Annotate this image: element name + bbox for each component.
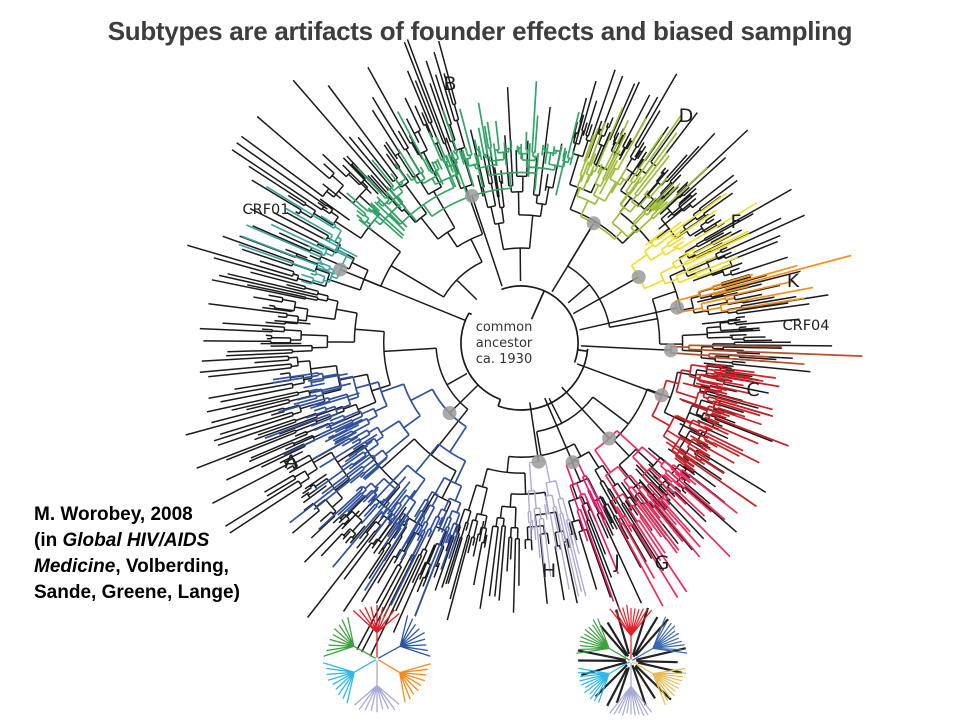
star-fan xyxy=(609,662,653,716)
center-label-line: common xyxy=(475,320,533,335)
clade-branches-h xyxy=(527,459,587,597)
founder-node-dot-b xyxy=(465,189,479,203)
clade-label-b: B xyxy=(443,73,457,95)
citation-segment: M. Worobey, 2008 xyxy=(34,504,193,525)
founder-node-dot-crf01 xyxy=(333,262,348,277)
star-tree-full xyxy=(576,604,688,716)
founder-node-dot-k xyxy=(670,300,685,315)
star-fan xyxy=(609,604,653,660)
clade-stem-c xyxy=(576,363,662,397)
clade-stems xyxy=(340,195,678,463)
citation: M. Worobey, 2008 (in Global HIV/AIDS Medic… xyxy=(34,502,240,606)
clade-branches-k xyxy=(674,254,852,314)
center-label-line: ancestor xyxy=(475,336,533,351)
slide-title: Subtypes are artifacts of founder effect… xyxy=(107,16,853,46)
clade-label-f: F xyxy=(730,211,742,233)
founder-node-dot-c xyxy=(654,388,669,403)
clade-label-c: C xyxy=(746,379,760,401)
clade-label-g: G xyxy=(654,552,670,574)
founder-node-dot-f xyxy=(631,270,646,284)
clade-branches-b xyxy=(346,81,580,240)
black-lineage-branches xyxy=(185,39,833,657)
star-fan xyxy=(377,659,431,703)
black-sector-branches xyxy=(187,39,484,301)
clade-stem-b xyxy=(471,195,503,287)
clade-stem-f xyxy=(572,276,640,315)
citation-segment-italic: Global HIV/AIDS xyxy=(62,530,210,551)
clade-branches-f xyxy=(630,192,758,290)
black-sector-branches xyxy=(185,271,469,657)
clade-label-a: A xyxy=(284,451,298,473)
clade-branches-j xyxy=(565,459,620,602)
citation-line: Sande, Greene, Lange) xyxy=(34,580,240,606)
star-fan xyxy=(632,661,687,706)
founder-node-dot-h xyxy=(531,454,546,469)
founder-node-dots xyxy=(333,189,685,470)
citation-segment: (in xyxy=(34,530,63,551)
tree-backbone xyxy=(460,285,589,411)
founder-node-dot-a xyxy=(442,406,457,420)
unsampled-lineage-lines xyxy=(577,607,686,707)
clade-branches-c xyxy=(651,363,789,508)
citation-line: (in Global HIV/AIDS xyxy=(34,528,240,554)
founder-node-dot-d xyxy=(586,216,601,231)
citation-segment: , Volberding, xyxy=(115,556,229,577)
clade-label-crf01: CRF01 xyxy=(242,202,290,218)
clade-branches-g xyxy=(594,430,738,607)
clade-label-k: K xyxy=(786,270,800,292)
star-fan xyxy=(576,618,631,661)
star-fan xyxy=(377,615,431,659)
subtype-clades xyxy=(238,81,863,617)
clade-stem-crf04 xyxy=(580,345,671,352)
black-sector-branches xyxy=(469,87,563,282)
citation-line: Medicine, Volberding, xyxy=(34,554,240,580)
star-fan xyxy=(354,660,400,713)
clade-branches-a xyxy=(264,372,468,617)
star-fan xyxy=(322,659,377,704)
founder-node-dot-crf04 xyxy=(663,343,678,358)
founder-node-dot-j xyxy=(565,455,580,470)
clade-branches-crf01 xyxy=(238,185,358,285)
clade-stem-k xyxy=(579,306,678,331)
center-label-line: ca. 1930 xyxy=(475,352,533,367)
common-ancestor-label: common ancestor ca. 1930 xyxy=(476,320,533,368)
clade-label-crf04: CRF04 xyxy=(782,318,830,334)
citation-segment: Sande, Greene, Lange) xyxy=(34,582,240,603)
clade-stem-d xyxy=(551,222,595,293)
clade-branches-d xyxy=(576,107,708,240)
star-tree-sampled xyxy=(322,605,431,713)
clade-label-j: J xyxy=(614,551,620,573)
clade-label-h: H xyxy=(541,560,557,582)
clade-stem-crf01 xyxy=(340,268,466,322)
clade-stem-g xyxy=(561,386,610,440)
clade-stem-h xyxy=(529,402,540,462)
clade-stem-j xyxy=(544,397,574,463)
star-fan xyxy=(578,661,630,703)
citation-segment-italic: Medicine xyxy=(34,556,116,577)
citation-line: M. Worobey, 2008 xyxy=(34,502,240,528)
star-fan xyxy=(631,616,688,661)
clade-label-d: D xyxy=(678,105,694,127)
star-fan xyxy=(352,605,400,658)
founder-node-dot-g xyxy=(602,431,617,446)
star-fan xyxy=(323,617,377,659)
